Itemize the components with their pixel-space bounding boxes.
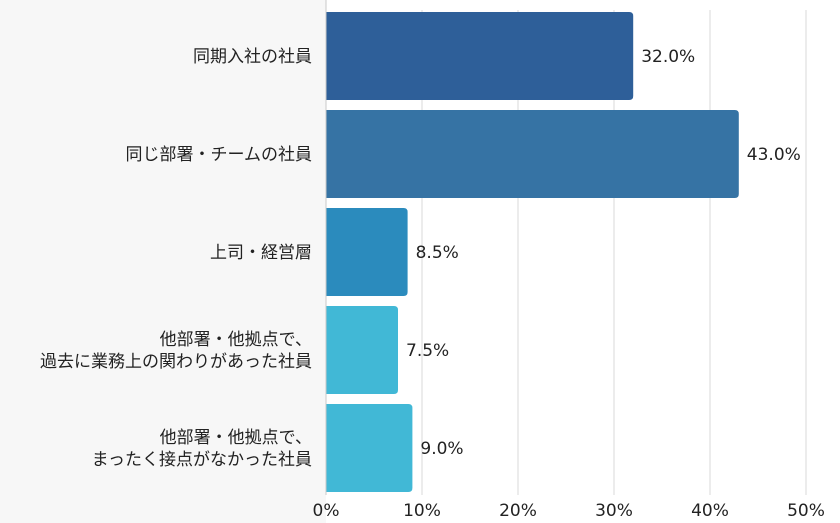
bars xyxy=(326,12,739,492)
bar xyxy=(326,110,739,198)
category-label-line: まったく接点がなかった社員 xyxy=(92,450,312,470)
category-label: 他部署・他拠点で、まったく接点がなかった社員 xyxy=(92,428,312,470)
data-label: 7.5% xyxy=(406,341,449,361)
bar xyxy=(326,12,634,100)
x-tick-label: 0% xyxy=(313,501,340,521)
data-label: 43.0% xyxy=(747,145,801,165)
x-tick-label: 50% xyxy=(787,501,825,521)
x-tick-labels: 0% 10% 20% 30% 40% 50% xyxy=(313,501,825,521)
data-label: 9.0% xyxy=(420,439,463,459)
category-labels: 同期入社の社員同じ部署・チームの社員上司・経営層他部署・他拠点で、過去に業務上の… xyxy=(40,47,312,470)
bar xyxy=(326,404,413,492)
x-tick-label: 30% xyxy=(595,501,633,521)
category-label: 同じ部署・チームの社員 xyxy=(126,145,313,165)
category-label: 同期入社の社員 xyxy=(193,47,312,67)
value-labels: 32.0% 43.0% 8.5% 7.5% 9.0% xyxy=(406,47,801,459)
category-label-line: 他部署・他拠点で、 xyxy=(160,330,312,350)
bar xyxy=(326,306,398,394)
bar xyxy=(326,208,408,296)
category-label-line: 他部署・他拠点で、 xyxy=(160,428,312,448)
x-tick-label: 10% xyxy=(403,501,441,521)
category-label: 上司・経営層 xyxy=(210,243,312,263)
category-label-line: 同期入社の社員 xyxy=(193,47,312,67)
category-label-line: 同じ部署・チームの社員 xyxy=(126,145,313,165)
data-label: 32.0% xyxy=(641,47,695,67)
data-label: 8.5% xyxy=(416,243,459,263)
category-label-line: 上司・経営層 xyxy=(210,243,312,263)
x-tick-label: 40% xyxy=(691,501,729,521)
category-label-line: 過去に業務上の関わりがあった社員 xyxy=(40,352,312,372)
category-label: 他部署・他拠点で、過去に業務上の関わりがあった社員 xyxy=(40,330,312,372)
x-tick-label: 20% xyxy=(499,501,537,521)
